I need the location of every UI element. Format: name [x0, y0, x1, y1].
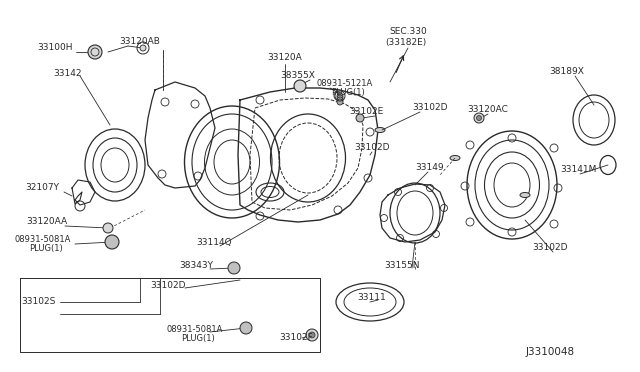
Ellipse shape: [450, 155, 460, 160]
Text: 33141M: 33141M: [560, 166, 596, 174]
Text: 32107Y: 32107Y: [25, 183, 59, 192]
Circle shape: [337, 93, 343, 99]
Text: 33102D: 33102D: [355, 144, 390, 153]
Text: 33114Q: 33114Q: [196, 237, 232, 247]
Circle shape: [337, 95, 343, 101]
Text: 33100H: 33100H: [37, 44, 73, 52]
Circle shape: [474, 113, 484, 123]
Text: PLUG(1): PLUG(1): [331, 87, 365, 96]
Text: 08931-5081A: 08931-5081A: [167, 326, 223, 334]
Text: SEC.330: SEC.330: [389, 28, 427, 36]
Text: (33182E): (33182E): [385, 38, 427, 46]
Circle shape: [140, 45, 146, 51]
Text: 33155N: 33155N: [384, 260, 420, 269]
Text: 33102D: 33102D: [412, 103, 448, 112]
Text: 33102E: 33102E: [349, 108, 383, 116]
Text: 33120AC: 33120AC: [468, 106, 508, 115]
Circle shape: [337, 97, 343, 103]
Ellipse shape: [520, 192, 530, 198]
Text: 33111: 33111: [358, 292, 387, 301]
Text: PLUG(1): PLUG(1): [29, 244, 63, 253]
Text: 33102D: 33102D: [532, 244, 568, 253]
Circle shape: [228, 262, 240, 274]
Circle shape: [103, 223, 113, 233]
Text: 08931-5121A: 08931-5121A: [317, 80, 373, 89]
Circle shape: [309, 332, 315, 338]
Circle shape: [240, 322, 252, 334]
Text: 33120AA: 33120AA: [26, 218, 68, 227]
Text: 33102F: 33102F: [279, 333, 313, 341]
Text: 33120AB: 33120AB: [120, 38, 161, 46]
Text: 38189X: 38189X: [550, 67, 584, 77]
Text: 38343Y: 38343Y: [179, 260, 213, 269]
Text: J3310048: J3310048: [526, 347, 575, 357]
Text: 33102S: 33102S: [21, 298, 55, 307]
Circle shape: [337, 99, 343, 105]
Text: 33142: 33142: [54, 68, 83, 77]
Text: 33120A: 33120A: [268, 54, 302, 62]
Text: 38355X: 38355X: [280, 71, 316, 80]
Circle shape: [306, 329, 318, 341]
Circle shape: [105, 235, 119, 249]
Ellipse shape: [375, 128, 385, 132]
Text: PLUG(1): PLUG(1): [181, 334, 215, 343]
Text: 33149: 33149: [416, 164, 444, 173]
Circle shape: [477, 115, 481, 121]
Circle shape: [88, 45, 102, 59]
Circle shape: [294, 80, 306, 92]
Text: 08931-5081A: 08931-5081A: [15, 235, 71, 244]
Text: 33102D: 33102D: [150, 282, 186, 291]
Circle shape: [356, 114, 364, 122]
